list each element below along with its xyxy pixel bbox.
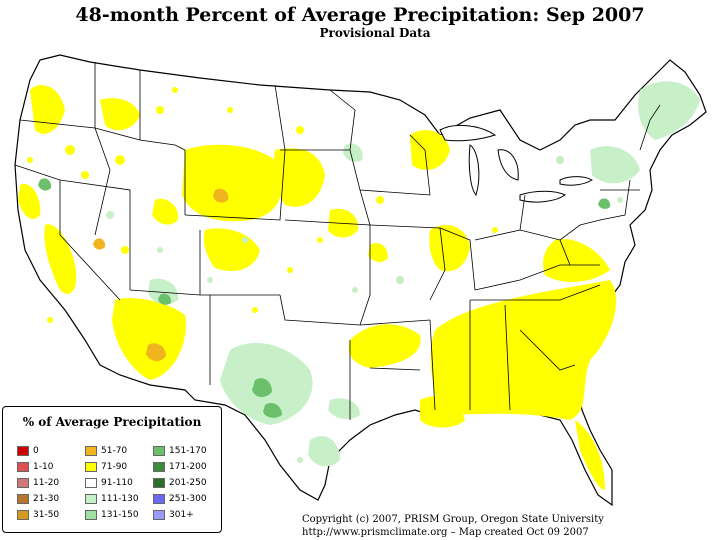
- legend-item: 171-200: [153, 461, 207, 472]
- legend-label: 0: [33, 445, 39, 456]
- legend-label: 201-250: [169, 477, 207, 488]
- legend-label: 111-130: [101, 493, 139, 504]
- legend-item: 201-250: [153, 477, 207, 488]
- legend-swatch: [85, 509, 97, 520]
- legend-label: 131-150: [101, 509, 139, 520]
- legend-swatch: [153, 493, 165, 504]
- legend-swatch: [17, 509, 29, 520]
- map-subtitle: Provisional Data: [319, 26, 431, 40]
- legend-label: 251-300: [169, 493, 207, 504]
- legend: % of Average Precipitation 0 1-10 11-20 21-…: [2, 406, 222, 533]
- legend-swatch: [85, 445, 97, 456]
- legend-title: % of Average Precipitation: [22, 415, 202, 429]
- very-dry-areas: [93, 188, 229, 362]
- legend-swatch: [85, 477, 97, 488]
- legend-swatch: [17, 461, 29, 472]
- state-borders: [14, 62, 661, 420]
- wet-speckles: [106, 156, 623, 463]
- legend-label: 171-200: [169, 461, 207, 472]
- legend-swatch: [153, 509, 165, 520]
- legend-label: 151-170: [169, 445, 207, 456]
- legend-swatch: [17, 445, 29, 456]
- legend-item: 91-110: [85, 477, 133, 488]
- legend-item: 71-90: [85, 461, 127, 472]
- legend-item: 21-30: [17, 493, 59, 504]
- legend-label: 1-10: [33, 461, 54, 472]
- legend-item: 131-150: [85, 509, 139, 520]
- legend-item: 51-70: [85, 445, 127, 456]
- legend-item: 31-50: [17, 509, 59, 520]
- legend-item: 251-300: [153, 493, 207, 504]
- legend-label: 31-50: [33, 509, 60, 520]
- legend-item: 1-10: [17, 461, 53, 472]
- dry-speckles: [27, 87, 498, 323]
- legend-swatch: [153, 461, 165, 472]
- great-lakes: [439, 124, 593, 203]
- wetter-areas: [38, 178, 611, 418]
- legend-swatch: [85, 461, 97, 472]
- map-title: 48-month Percent of Average Precipitatio…: [75, 4, 645, 26]
- legend-swatch: [17, 477, 29, 488]
- legend-label: 21-30: [33, 493, 60, 504]
- legend-item: 111-130: [85, 493, 139, 504]
- legend-label: 71-90: [101, 461, 128, 472]
- wet-areas: [148, 81, 700, 467]
- legend-item: 301+: [153, 509, 194, 520]
- legend-label: 301+: [169, 509, 194, 520]
- legend-swatch: [153, 477, 165, 488]
- legend-swatch: [17, 493, 29, 504]
- legend-swatch: [153, 445, 165, 456]
- legend-label: 91-110: [101, 477, 133, 488]
- legend-swatch: [85, 493, 97, 504]
- legend-label: 51-70: [101, 445, 128, 456]
- legend-item: 0: [17, 445, 39, 456]
- legend-item: 151-170: [153, 445, 207, 456]
- legend-item: 11-20: [17, 477, 59, 488]
- legend-label: 11-20: [33, 477, 60, 488]
- credit-text: http://www.prismclimate.org – Map create…: [302, 527, 589, 538]
- copyright-text: Copyright (c) 2007, PRISM Group, Oregon …: [302, 514, 604, 525]
- dry-areas: [18, 85, 617, 490]
